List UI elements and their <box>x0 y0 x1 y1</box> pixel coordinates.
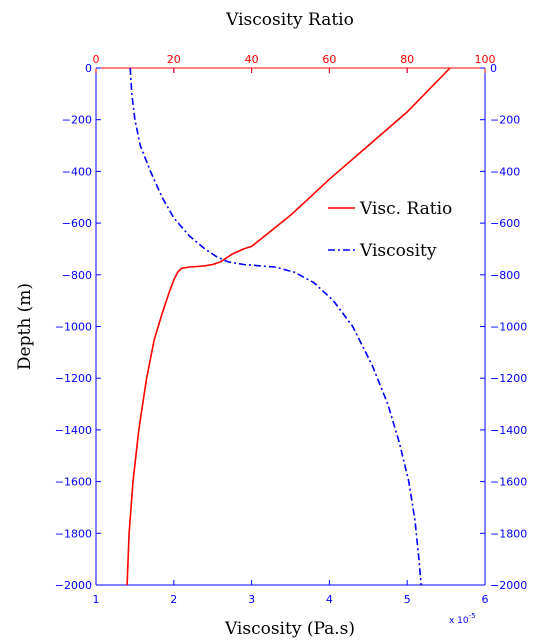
x-bottom-tick-label: 5 <box>404 593 411 606</box>
x-axis-multiplier-exponent: -5 <box>469 612 476 620</box>
y-left-tick-label: −1200 <box>55 372 92 385</box>
x-axis-multiplier-base: x 10 <box>449 616 469 626</box>
series-line-visc-ratio <box>126 67 451 586</box>
x-bottom-tick-label: 3 <box>248 593 255 606</box>
series-line-viscosity <box>129 67 422 586</box>
y-axis-label: Depth (m) <box>15 283 35 370</box>
x-axis-label: Viscosity (Pa.s) <box>224 619 355 639</box>
y-right-tick-label: −1200 <box>490 372 527 385</box>
y-left-tick-label: −1000 <box>55 321 92 334</box>
y-left-tick-label: −1400 <box>55 424 92 437</box>
y-right-tick-label: 0 <box>490 62 497 75</box>
y-right-tick-label: −1400 <box>490 424 527 437</box>
legend: Visc. Ratio Viscosity <box>328 199 452 261</box>
chart-title: Viscosity Ratio <box>225 10 354 30</box>
x-axis-multiplier: x 10-5 <box>449 612 476 626</box>
y-left-tick-label: −600 <box>62 217 92 230</box>
y-left-tick-label: −200 <box>62 114 92 127</box>
y-left-tick-label: 0 <box>85 62 92 75</box>
x-top-tick-label: 0 <box>93 53 100 66</box>
y-right-tick-label: −400 <box>490 165 520 178</box>
x-top-tick-label: 100 <box>475 53 496 66</box>
x-top-tick-label: 40 <box>245 53 259 66</box>
x-bottom-tick-label: 2 <box>170 593 177 606</box>
x-bottom-tick-label: 4 <box>326 593 333 606</box>
y-right-tick-label: −600 <box>490 217 520 230</box>
x-top-tick-label: 80 <box>400 53 414 66</box>
y-right-tick-label: −2000 <box>490 579 527 592</box>
y-right-tick-label: −800 <box>490 269 520 282</box>
y-right-tick-label: −1600 <box>490 476 527 489</box>
plot-area: 1 2 3 4 5 60 20 40 60 80 1000 0−200 −200−400 −400−600… <box>55 53 527 606</box>
x-bottom-tick-label: 6 <box>482 593 489 606</box>
x-bottom-tick-label: 1 <box>93 593 100 606</box>
y-left-tick-label: −800 <box>62 269 92 282</box>
legend-label: Visc. Ratio <box>359 199 452 219</box>
legend-label: Viscosity <box>359 241 437 261</box>
y-left-tick-label: −2000 <box>55 579 92 592</box>
y-left-tick-label: −1600 <box>55 476 92 489</box>
y-right-tick-label: −200 <box>490 114 520 127</box>
y-right-tick-label: −1800 <box>490 527 527 540</box>
y-right-tick-label: −1000 <box>490 321 527 334</box>
x-top-tick-label: 60 <box>322 53 336 66</box>
y-left-tick-label: −400 <box>62 165 92 178</box>
x-top-tick-label: 20 <box>167 53 181 66</box>
y-left-tick-label: −1800 <box>55 527 92 540</box>
